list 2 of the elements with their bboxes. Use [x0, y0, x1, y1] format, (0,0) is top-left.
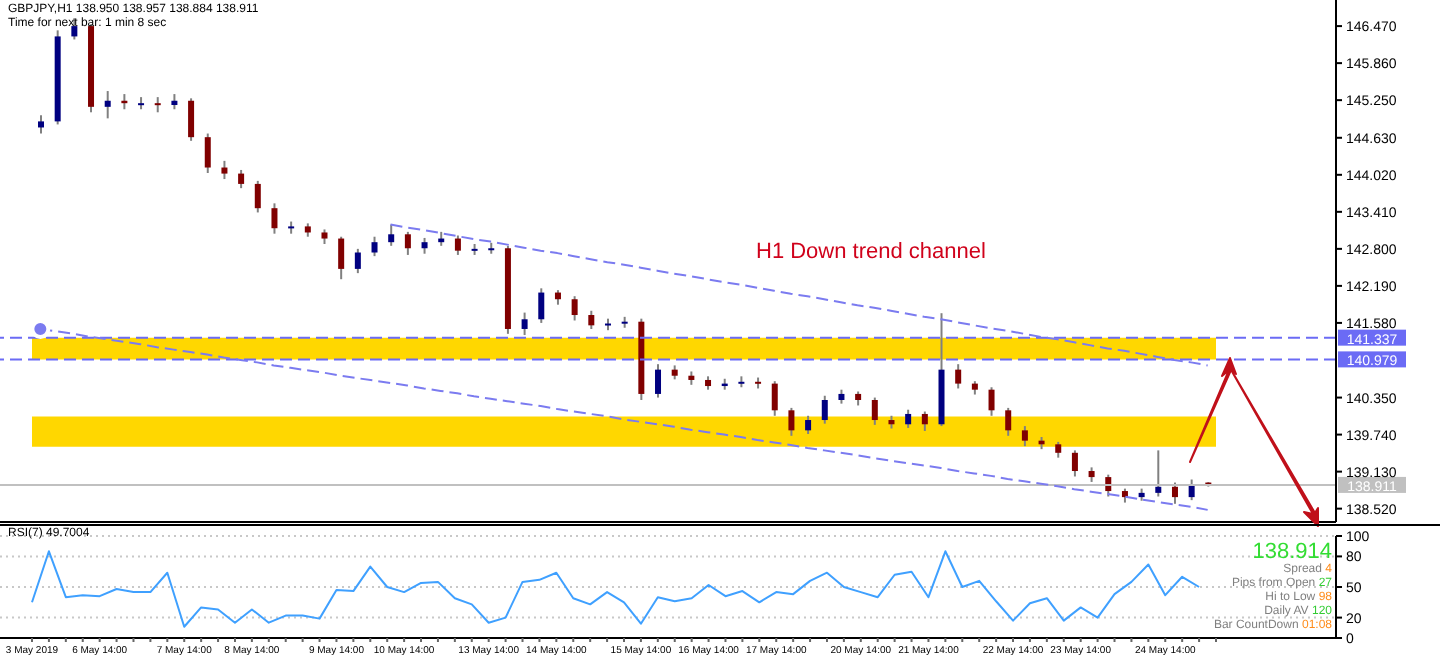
annotation: H1 Down trend channel: [756, 240, 986, 264]
text: 138.914: [1250, 540, 1332, 564]
